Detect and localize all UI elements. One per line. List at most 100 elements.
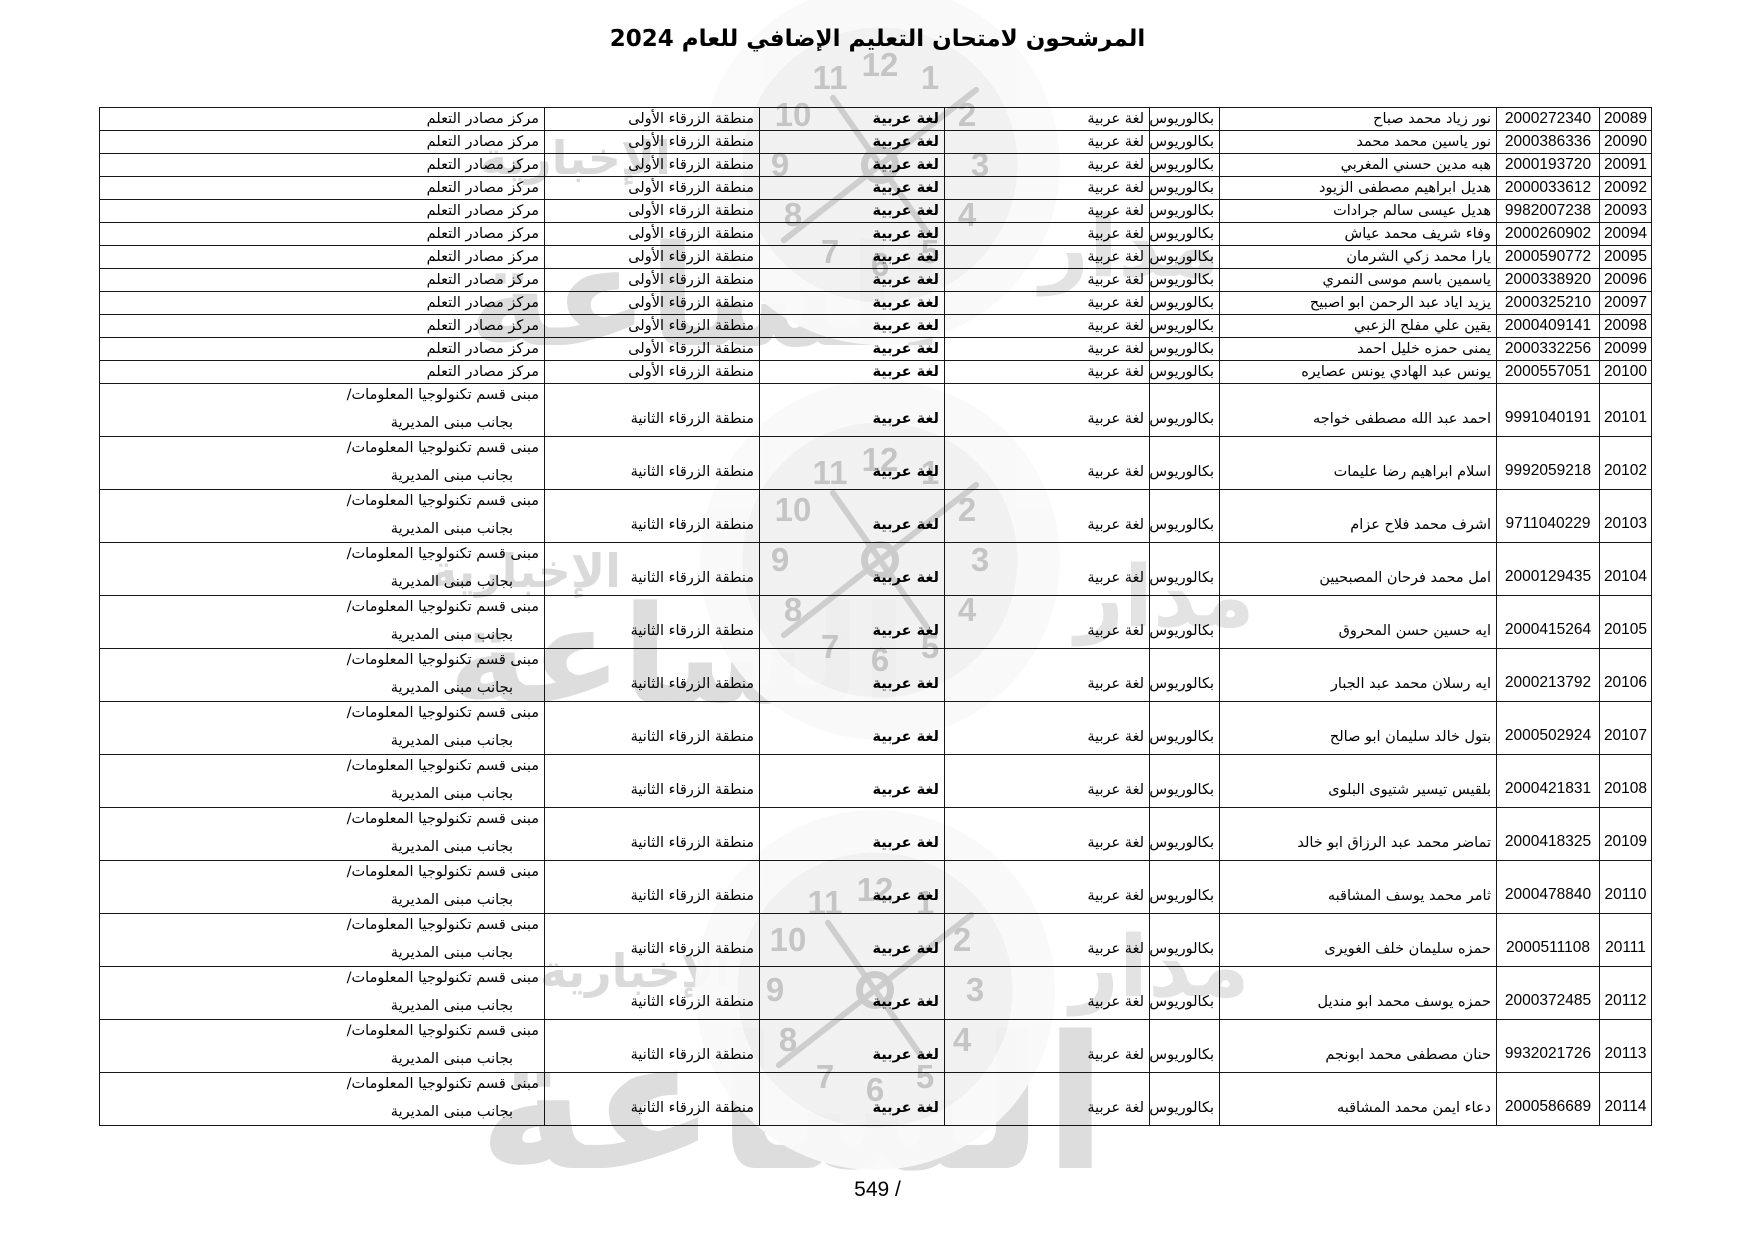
candidate-name-cell: حمزه سليمان خلف الغويرى xyxy=(1219,913,1497,967)
center-line1: مركز مصادر التعلم xyxy=(426,134,539,150)
exam-subject-cell: لغة عربية xyxy=(759,807,945,861)
specialization-cell: لغة عربية xyxy=(944,199,1150,223)
exam-subject-cell: لغة عربية xyxy=(759,595,945,649)
serial-number-cell: 20094 xyxy=(1599,222,1652,246)
serial-number-cell: 20110 xyxy=(1599,860,1652,914)
center-line1: مركز مصادر التعلم xyxy=(426,111,539,127)
degree-cell: بكالوريوس xyxy=(1149,860,1220,914)
degree-cell: بكالوريوس xyxy=(1149,383,1220,437)
exam-center-cell: مركز مصادر التعلم xyxy=(99,176,545,200)
candidate-name-cell: دعاء ايمن محمد المشاقبه xyxy=(1219,1072,1497,1126)
table-row: 20106 2000213792 ايه رسلان محمد عبد الجب… xyxy=(99,648,1652,702)
specialization-cell: لغة عربية xyxy=(944,245,1150,269)
specialization-cell: لغة عربية xyxy=(944,807,1150,861)
candidate-name-cell: هديل ابراهيم مصطفى الزيود xyxy=(1219,176,1497,200)
serial-number-cell: 20098 xyxy=(1599,314,1652,338)
national-id-cell: 2000421831 xyxy=(1496,754,1600,808)
exam-subject-cell: لغة عربية xyxy=(759,489,945,543)
exam-center-cell: مبنى قسم تكنولوجيا المعلومات/ بجانب مبنى… xyxy=(99,754,545,808)
region-cell: منطقة الزرقاء الثانية xyxy=(544,489,760,543)
table-row: 20090 2000386336 نور ياسين محمد محمد بكا… xyxy=(99,130,1652,154)
national-id-cell: 9982007238 xyxy=(1496,199,1600,223)
degree-cell: بكالوريوس xyxy=(1149,754,1220,808)
table-row: 20100 2000557051 يونس عبد الهادي يونس عص… xyxy=(99,360,1652,384)
table-row: 20096 2000338920 ياسمين باسم موسى النمري… xyxy=(99,268,1652,292)
specialization-cell: لغة عربية xyxy=(944,130,1150,154)
degree-cell: بكالوريوس xyxy=(1149,807,1220,861)
center-line2: بجانب مبنى المديرية xyxy=(390,892,513,908)
region-cell: منطقة الزرقاء الأولى xyxy=(544,199,760,223)
center-line1: مركز مصادر التعلم xyxy=(426,249,539,265)
candidate-name-cell: بلقيس تيسير شتيوى البلوى xyxy=(1219,754,1497,808)
serial-number-cell: 20089 xyxy=(1599,107,1652,131)
specialization-cell: لغة عربية xyxy=(944,1072,1150,1126)
serial-number-cell: 20095 xyxy=(1599,245,1652,269)
exam-center-cell: مبنى قسم تكنولوجيا المعلومات/ بجانب مبنى… xyxy=(99,807,545,861)
table-row: 20108 2000421831 بلقيس تيسير شتيوى البلو… xyxy=(99,754,1652,808)
exam-center-cell: مبنى قسم تكنولوجيا المعلومات/ بجانب مبنى… xyxy=(99,1072,545,1126)
specialization-cell: لغة عربية xyxy=(944,754,1150,808)
center-line2: بجانب مبنى المديرية xyxy=(390,415,513,431)
national-id-cell: 2000272340 xyxy=(1496,107,1600,131)
center-line2: بجانب مبنى المديرية xyxy=(390,468,513,484)
candidate-name-cell: حمزه يوسف محمد ابو منديل xyxy=(1219,966,1497,1020)
region-cell: منطقة الزرقاء الأولى xyxy=(544,176,760,200)
national-id-cell: 2000332256 xyxy=(1496,337,1600,361)
table-row: 20111 2000511108 حمزه سليمان خلف الغويرى… xyxy=(99,913,1652,967)
exam-center-cell: مبنى قسم تكنولوجيا المعلومات/ بجانب مبنى… xyxy=(99,383,545,437)
exam-center-cell: مركز مصادر التعلم xyxy=(99,337,545,361)
region-cell: منطقة الزرقاء الأولى xyxy=(544,291,760,315)
exam-subject-cell: لغة عربية xyxy=(759,222,945,246)
candidate-name-cell: تماضر محمد عبد الرزاق ابو خالد xyxy=(1219,807,1497,861)
national-id-cell: 2000260902 xyxy=(1496,222,1600,246)
exam-center-cell: مبنى قسم تكنولوجيا المعلومات/ بجانب مبنى… xyxy=(99,595,545,649)
national-id-cell: 9932021726 xyxy=(1496,1019,1600,1073)
table-row: 20092 2000033612 هديل ابراهيم مصطفى الزي… xyxy=(99,176,1652,200)
center-line1: مبنى قسم تكنولوجيا المعلومات/ xyxy=(346,811,539,827)
table-row: 20094 2000260902 وفاء شريف محمد عياش بكا… xyxy=(99,222,1652,246)
table-row: 20097 2000325210 يزيد اياد عبد الرحمن اب… xyxy=(99,291,1652,315)
candidate-name-cell: اسلام ابراهيم رضا عليمات xyxy=(1219,436,1497,490)
candidate-name-cell: هبه مدين حسني المغربي xyxy=(1219,153,1497,177)
exam-subject-cell: لغة عربية xyxy=(759,153,945,177)
national-id-cell: 2000502924 xyxy=(1496,701,1600,755)
table-row: 20104 2000129435 امل محمد فرحان المصبحيي… xyxy=(99,542,1652,596)
degree-cell: بكالوريوس xyxy=(1149,199,1220,223)
region-cell: منطقة الزرقاء الثانية xyxy=(544,542,760,596)
serial-number-cell: 20097 xyxy=(1599,291,1652,315)
center-line1: مبنى قسم تكنولوجيا المعلومات/ xyxy=(346,1076,539,1092)
exam-center-cell: مركز مصادر التعلم xyxy=(99,291,545,315)
center-line1: مبنى قسم تكنولوجيا المعلومات/ xyxy=(346,493,539,509)
candidate-name-cell: يونس عبد الهادي يونس عصايره xyxy=(1219,360,1497,384)
national-id-cell: 2000586689 xyxy=(1496,1072,1600,1126)
national-id-cell: 2000511108 xyxy=(1496,913,1600,967)
center-line1: مبنى قسم تكنولوجيا المعلومات/ xyxy=(346,546,539,562)
table-row: 20113 9932021726 حنان مصطفى محمد ابونجم … xyxy=(99,1019,1652,1073)
degree-cell: بكالوريوس xyxy=(1149,701,1220,755)
candidate-name-cell: وفاء شريف محمد عياش xyxy=(1219,222,1497,246)
region-cell: منطقة الزرقاء الثانية xyxy=(544,966,760,1020)
exam-center-cell: مركز مصادر التعلم xyxy=(99,222,545,246)
exam-subject-cell: لغة عربية xyxy=(759,1072,945,1126)
national-id-cell: 2000478840 xyxy=(1496,860,1600,914)
exam-subject-cell: لغة عربية xyxy=(759,314,945,338)
serial-number-cell: 20104 xyxy=(1599,542,1652,596)
serial-number-cell: 20093 xyxy=(1599,199,1652,223)
degree-cell: بكالوريوس xyxy=(1149,130,1220,154)
specialization-cell: لغة عربية xyxy=(944,337,1150,361)
region-cell: منطقة الزرقاء الأولى xyxy=(544,130,760,154)
region-cell: منطقة الزرقاء الثانية xyxy=(544,807,760,861)
exam-subject-cell: لغة عربية xyxy=(759,291,945,315)
national-id-cell: 2000409141 xyxy=(1496,314,1600,338)
specialization-cell: لغة عربية xyxy=(944,1019,1150,1073)
page-title: المرشحون لامتحان التعليم الإضافي للعام 2… xyxy=(609,26,1146,52)
table-row: 20110 2000478840 ثامر محمد يوسف المشاقبه… xyxy=(99,860,1652,914)
degree-cell: بكالوريوس xyxy=(1149,153,1220,177)
candidates-table: 20089 2000272340 نور زياد محمد صباح بكال… xyxy=(99,107,1652,1126)
center-line1: مركز مصادر التعلم xyxy=(426,203,539,219)
serial-number-cell: 20103 xyxy=(1599,489,1652,543)
table-row: 20095 2000590772 يارا محمد زكي الشرمان ب… xyxy=(99,245,1652,269)
specialization-cell: لغة عربية xyxy=(944,648,1150,702)
center-line2: بجانب مبنى المديرية xyxy=(390,521,513,537)
